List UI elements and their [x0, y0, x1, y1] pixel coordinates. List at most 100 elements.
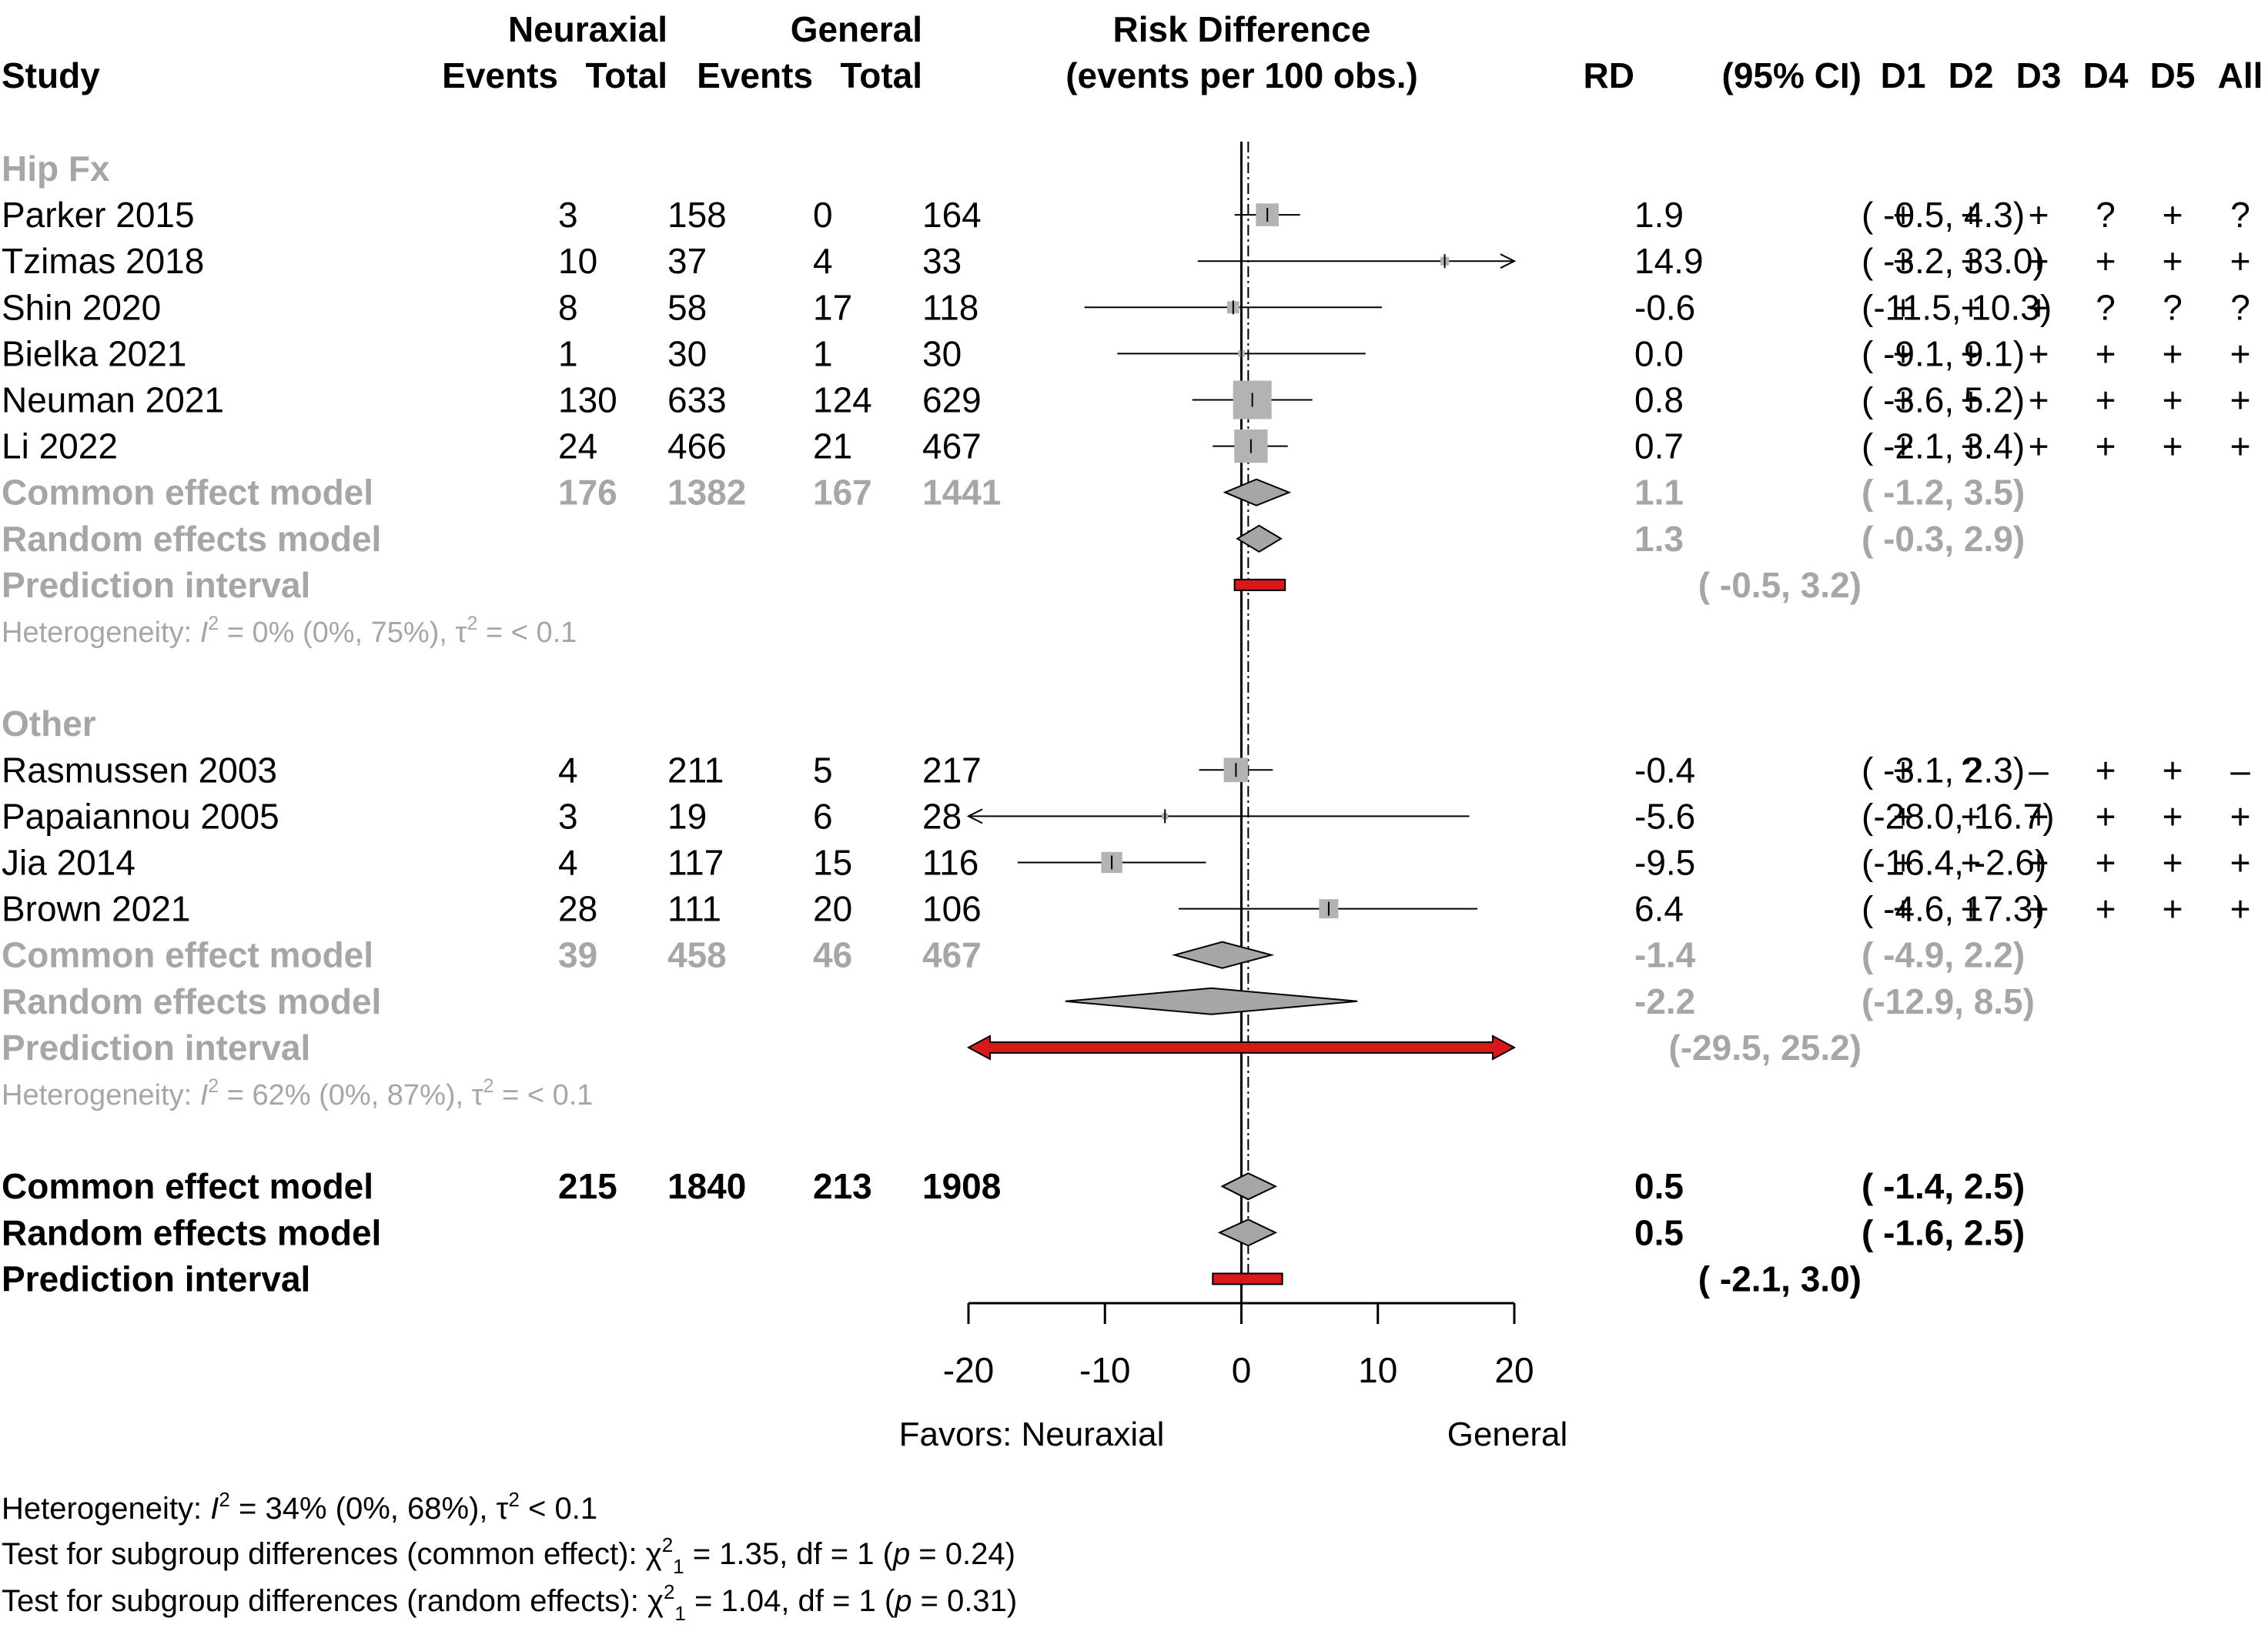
neuraxial-total-cell: 458 — [667, 935, 727, 975]
x-tick-label: -10 — [1079, 1350, 1130, 1390]
risk-of-bias-cell: + — [2230, 426, 2251, 466]
study-name-cell: Rasmussen 2003 — [2, 750, 277, 790]
overall-random-label: Random effects model — [2, 1212, 381, 1252]
common-effect-diamond — [1171, 941, 1275, 969]
neuraxial-events-cell: 28 — [558, 889, 597, 929]
risk-of-bias-cell: + — [2163, 889, 2183, 929]
ci-cell: ( -1.2, 3.5) — [1862, 473, 2025, 513]
study-name-cell: Li 2022 — [2, 426, 118, 466]
risk-of-bias-cell: + — [1893, 287, 1914, 327]
risk-of-bias-cell: + — [2230, 333, 2251, 373]
risk-of-bias-cell: – — [2029, 750, 2049, 790]
subgroup-label: Other — [2, 704, 96, 744]
risk-of-bias-cell: + — [2163, 426, 2183, 466]
overall-random-diamond — [1217, 1218, 1278, 1247]
rd-cell: 0.8 — [1634, 380, 1684, 420]
header-d3: D3 — [2016, 55, 2062, 95]
rd-cell: 6.4 — [1634, 889, 1684, 929]
random-effects-diamond — [1236, 524, 1283, 553]
favors-left-label: Favors: Neuraxial — [899, 1416, 1165, 1453]
general-events-cell: 15 — [813, 843, 852, 883]
footer-stats: Heterogeneity: I2 = 34% (0%, 68%), τ2 < … — [2, 1488, 1017, 1625]
general-events-cell: 46 — [813, 935, 852, 975]
risk-of-bias-cell: ? — [2096, 195, 2116, 235]
risk-of-bias-cell: + — [2096, 333, 2116, 373]
general-total-cell: 118 — [922, 287, 978, 327]
study-name-cell: Neuman 2021 — [2, 380, 224, 420]
x-tick-label: -20 — [943, 1350, 994, 1390]
rd-cell: -9.5 — [1634, 843, 1695, 883]
neuraxial-events-cell: 3 — [558, 796, 578, 836]
study-name-cell: Papaiannou 2005 — [2, 796, 279, 836]
general-total-cell: 106 — [922, 889, 982, 929]
overall-common-diamond — [1220, 1172, 1278, 1201]
risk-of-bias-cell: + — [1893, 750, 1914, 790]
header-neuraxial: Neuraxial — [508, 9, 667, 49]
risk-of-bias-cell: + — [2029, 195, 2049, 235]
risk-of-bias-cell: + — [1893, 843, 1914, 883]
neuraxial-total-cell: 466 — [667, 426, 727, 466]
risk-of-bias-cell: + — [1961, 889, 1982, 929]
subgroup-test-random: Test for subgroup differences (random ef… — [2, 1580, 1017, 1625]
neuraxial-total-cell: 30 — [667, 333, 707, 373]
ci-cell: ( -0.5, 4.3) — [1862, 195, 2025, 235]
x-axis: -20 -10 0 10 20 Favors: Neuraxial General — [899, 1302, 1567, 1453]
neuraxial-events-cell: 3 — [558, 195, 578, 235]
risk-of-bias-cell: + — [1961, 426, 1982, 466]
risk-of-bias-cell: + — [1961, 380, 1982, 420]
prediction-interval-bar — [966, 1035, 1517, 1061]
rd-cell: 0.5 — [1634, 1212, 1684, 1252]
common-effect-label: Common effect model — [2, 473, 373, 513]
general-events-cell: 20 — [813, 889, 852, 929]
neuraxial-events-cell: 176 — [558, 473, 617, 513]
overall-prediction-ci: ( -2.1, 3.0) — [1698, 1259, 1862, 1299]
ci-cell: ( -4.6, 17.3) — [1862, 889, 2045, 929]
risk-of-bias-cell: + — [1961, 333, 1982, 373]
rd-cell: -2.2 — [1634, 981, 1695, 1021]
general-total-cell: 1441 — [922, 473, 1001, 513]
rd-cell: 0.5 — [1634, 1166, 1684, 1206]
subgroup-label: Hip Fx — [2, 149, 110, 189]
general-events-cell: 167 — [813, 473, 872, 513]
ci-cell: ( -1.4, 2.5) — [1862, 1166, 2025, 1206]
risk-of-bias-cell: – — [2230, 750, 2250, 790]
neuraxial-total-cell: 19 — [667, 796, 707, 836]
risk-of-bias-cell: + — [2029, 796, 2049, 836]
ci-cell: ( -3.1, 2.3) — [1862, 750, 2025, 790]
risk-of-bias-cell: + — [2163, 241, 2183, 281]
risk-of-bias-cell: + — [2230, 889, 2251, 929]
ci-arrow-left — [966, 808, 983, 824]
neuraxial-events-cell: 4 — [558, 843, 578, 883]
overall-prediction-label: Prediction interval — [2, 1259, 310, 1299]
general-total-cell: 30 — [922, 333, 962, 373]
neuraxial-total-cell: 58 — [667, 287, 707, 327]
risk-of-bias-cell: + — [2163, 333, 2183, 373]
header-risk-difference-units: (events per 100 obs.) — [1065, 55, 1418, 95]
risk-of-bias-cell: + — [1893, 796, 1914, 836]
rd-cell: -5.6 — [1634, 796, 1695, 836]
header-risk-difference: Risk Difference — [1113, 9, 1371, 49]
risk-of-bias-cell: + — [2096, 889, 2116, 929]
x-tick-label: 0 — [1232, 1350, 1252, 1390]
neuraxial-total-cell: 111 — [667, 889, 721, 929]
neuraxial-events-cell: 130 — [558, 380, 617, 420]
risk-of-bias-cell: ? — [2230, 287, 2250, 327]
neuraxial-total-cell: 1840 — [667, 1166, 746, 1206]
common-effect-diamond — [1223, 478, 1292, 506]
neuraxial-events-cell: 10 — [558, 241, 597, 281]
risk-of-bias-cell: + — [2029, 380, 2049, 420]
general-events-cell: 0 — [813, 195, 833, 235]
general-total-cell: 116 — [922, 843, 978, 883]
ci-cell: ( -0.3, 2.9) — [1862, 519, 2025, 559]
general-events-cell: 124 — [813, 380, 872, 420]
study-name-cell: Jia 2014 — [2, 843, 135, 883]
ci-cell: ( -9.1, 9.1) — [1862, 333, 2025, 373]
risk-of-bias-cell: + — [2096, 750, 2116, 790]
rd-cell: 1.9 — [1634, 195, 1684, 235]
prediction-interval-label: Prediction interval — [2, 1028, 310, 1068]
random-effects-label: Random effects model — [2, 519, 381, 559]
risk-of-bias-cell: + — [1893, 241, 1914, 281]
ci-arrow-right — [1500, 253, 1517, 269]
general-total-cell: 217 — [922, 750, 982, 790]
risk-of-bias-cell: + — [1961, 195, 1982, 235]
